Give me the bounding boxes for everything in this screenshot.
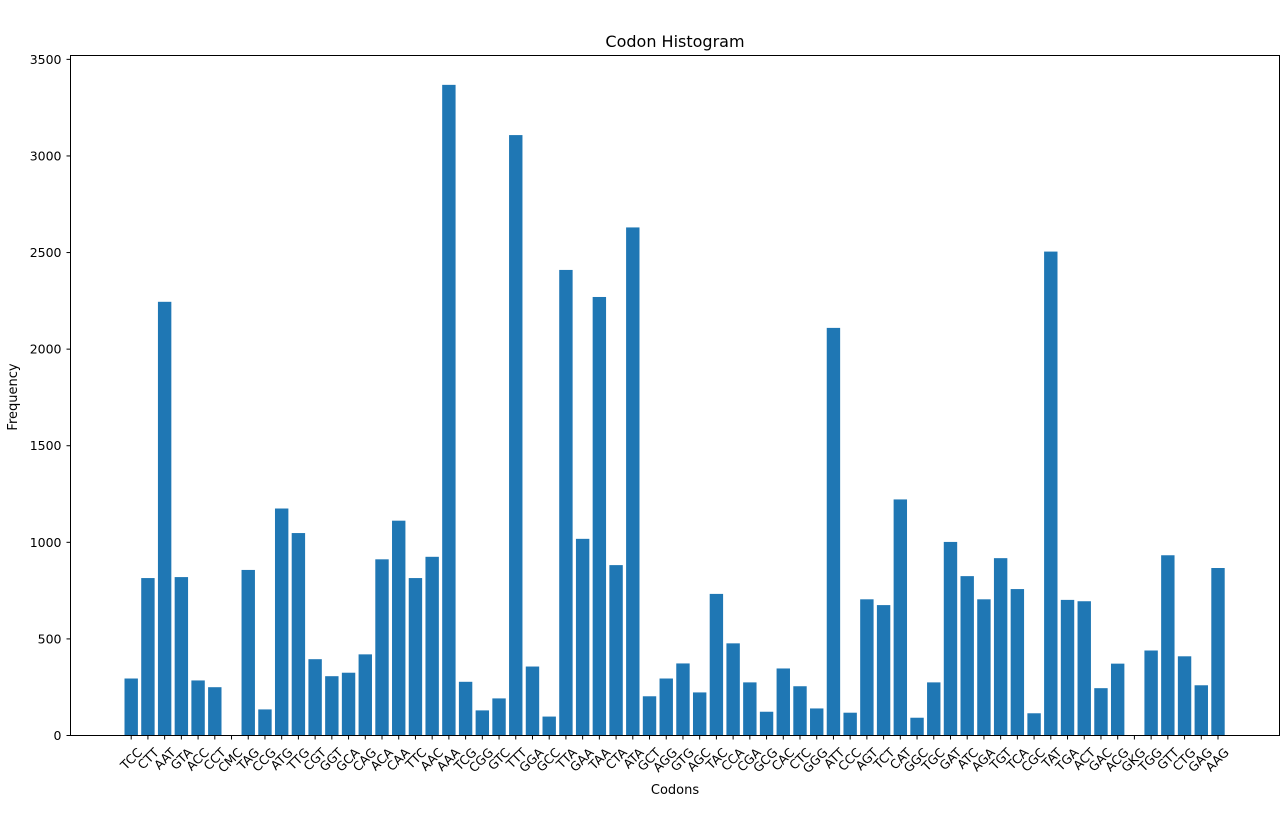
bar-ccg bbox=[258, 709, 271, 735]
bar-act bbox=[1078, 601, 1091, 735]
bar-tcg bbox=[459, 682, 472, 736]
bar-cgc bbox=[1027, 713, 1040, 735]
bar-ctc bbox=[793, 686, 806, 735]
bar-aag bbox=[1211, 568, 1224, 735]
bar-tct bbox=[877, 605, 890, 735]
bar-cca bbox=[726, 643, 739, 735]
y-axis: 0 500 1000 1500 2000 2500 3000 3500 bbox=[30, 52, 71, 743]
bar-gat bbox=[944, 542, 957, 736]
bar-gct bbox=[643, 696, 656, 735]
bar-tgc bbox=[927, 682, 940, 735]
y-tick-label: 0 bbox=[54, 728, 62, 743]
bar-ctg bbox=[1178, 656, 1191, 735]
bar-acg bbox=[1111, 664, 1124, 736]
bar-gtc bbox=[492, 698, 505, 735]
bar-cgt bbox=[308, 659, 321, 735]
bar-cct bbox=[208, 687, 221, 735]
bar-gac bbox=[1094, 688, 1107, 735]
bar-gga bbox=[526, 667, 539, 736]
bar-cag bbox=[359, 654, 372, 735]
bar-ctt bbox=[141, 578, 154, 735]
y-tick-label: 1000 bbox=[30, 535, 62, 550]
bar-agg bbox=[660, 679, 673, 736]
bars-group bbox=[125, 85, 1225, 736]
bar-ttg bbox=[292, 533, 305, 735]
bar-tcc bbox=[125, 679, 138, 736]
x-axis: TCCCTTAATGTAACCCCTCMCTAGCCGATGTTGCGTGGTG… bbox=[117, 736, 1232, 776]
y-tick-label: 3000 bbox=[30, 148, 62, 163]
y-tick-label: 3500 bbox=[30, 52, 62, 67]
y-tick-label: 2500 bbox=[30, 245, 62, 260]
bar-cta bbox=[609, 565, 622, 735]
bar-ggc bbox=[910, 718, 923, 736]
x-axis-label: Codons bbox=[651, 783, 699, 798]
bar-ata bbox=[626, 227, 639, 735]
y-tick-label: 2000 bbox=[30, 342, 62, 357]
chart-title: Codon Histogram bbox=[605, 32, 744, 51]
bar-tat bbox=[1044, 252, 1057, 736]
bar-taa bbox=[593, 297, 606, 736]
bar-gcg bbox=[760, 712, 773, 736]
bar-ggg bbox=[810, 708, 823, 735]
bar-caa bbox=[392, 521, 405, 736]
bar-tta bbox=[559, 270, 572, 736]
bar-gag bbox=[1195, 685, 1208, 735]
bar-aac bbox=[425, 557, 438, 736]
bar-cac bbox=[777, 668, 790, 735]
bar-tgg bbox=[1144, 651, 1157, 736]
bar-gaa bbox=[576, 539, 589, 736]
bar-gca bbox=[342, 673, 355, 736]
bar-atg bbox=[275, 509, 288, 736]
bar-cgg bbox=[476, 710, 489, 735]
y-tick-label: 1500 bbox=[30, 438, 62, 453]
bar-gtg bbox=[676, 663, 689, 735]
bar-gta bbox=[175, 577, 188, 735]
bar-att bbox=[827, 328, 840, 736]
y-axis-label: Frequency bbox=[6, 363, 21, 430]
bar-tac bbox=[710, 594, 723, 736]
y-tick-label: 500 bbox=[38, 631, 62, 646]
bar-tga bbox=[1061, 600, 1074, 736]
bar-gtt bbox=[1161, 555, 1174, 735]
bar-aca bbox=[375, 559, 388, 735]
bar-tgt bbox=[994, 558, 1007, 735]
bar-ttc bbox=[409, 578, 422, 735]
bar-acc bbox=[191, 680, 204, 735]
bar-aat bbox=[158, 302, 171, 736]
bar-aaa bbox=[442, 85, 455, 736]
bar-atc bbox=[961, 576, 974, 735]
bar-cga bbox=[743, 682, 756, 735]
bar-tca bbox=[1011, 589, 1024, 735]
bar-agt bbox=[860, 599, 873, 735]
bar-ccc bbox=[843, 713, 856, 736]
bar-ttt bbox=[509, 135, 522, 735]
bar-aga bbox=[977, 599, 990, 735]
bar-agc bbox=[693, 692, 706, 735]
bar-ggt bbox=[325, 676, 338, 735]
bar-gcc bbox=[543, 717, 556, 736]
bar-tag bbox=[242, 570, 255, 736]
bar-cat bbox=[894, 499, 907, 735]
